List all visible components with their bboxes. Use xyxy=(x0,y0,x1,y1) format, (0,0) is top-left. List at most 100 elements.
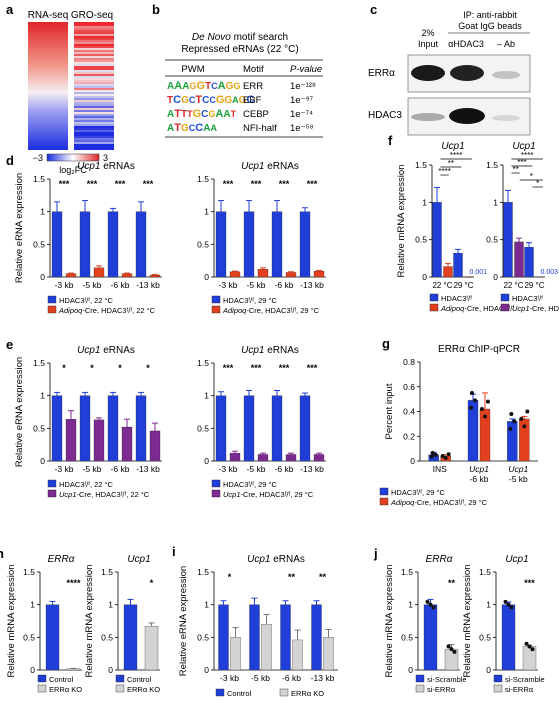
significance-label: *** xyxy=(279,363,290,373)
motif-logo-base: A xyxy=(232,95,239,105)
gro-seq-heatmap-row xyxy=(74,24,114,27)
panel-letter: g xyxy=(382,336,390,351)
x-tick-label: 29 °C xyxy=(524,281,544,290)
gro-seq-heatmap-row xyxy=(74,122,114,125)
bar xyxy=(524,246,534,278)
gro-seq-heatmap-row xyxy=(74,104,114,107)
x-tick-label: -6 kb xyxy=(111,280,130,290)
data-point xyxy=(483,414,487,419)
y-axis-label: Relative mRNA expression xyxy=(462,565,473,678)
x-tick-label: -13 kb xyxy=(136,280,160,290)
gro-seq-heatmap-row xyxy=(74,52,114,55)
panel-letter-c: c xyxy=(370,2,377,17)
lane-input-1: 2% xyxy=(421,28,434,38)
chart-title-italic: Ucp1 xyxy=(77,161,100,172)
y-tick-label: 0 xyxy=(486,665,491,675)
bar xyxy=(271,395,283,462)
legend-swatch xyxy=(279,688,289,697)
legend-label-rest: -Cre, HDAC3ᶠ/ᶠ, 29 °C xyxy=(414,498,487,507)
gro-seq-heatmap-row xyxy=(74,32,114,35)
y-tick-label: 1 xyxy=(30,600,35,610)
legend-label: ERRα KO xyxy=(49,685,82,694)
y-tick-label: 0.5 xyxy=(197,239,209,249)
x-tick-line-2: -5 kb xyxy=(509,474,528,484)
bar xyxy=(149,274,161,278)
legend-label: ERRα KO xyxy=(127,685,160,694)
gro-seq-heatmap-row xyxy=(74,48,114,51)
data-point xyxy=(522,424,527,429)
motif-logo-base: C xyxy=(173,94,181,106)
panel-b: b De Novo motif search Repressed eRNAs (… xyxy=(152,2,323,138)
legend-label: Control xyxy=(127,675,152,684)
gro-seq-heatmap-row xyxy=(74,98,114,101)
gro-seq-heatmap-row xyxy=(74,26,114,29)
gro-seq-heatmap-row xyxy=(74,74,114,77)
y-tick-label: 1 xyxy=(493,197,498,207)
bar xyxy=(243,211,255,278)
x-tick-label: -5 kb xyxy=(247,280,266,290)
gro-seq-heatmap-row xyxy=(74,36,114,39)
x-tick-line-1: Ucp1 xyxy=(469,464,489,474)
gro-seq-heatmap-row xyxy=(74,60,114,63)
motif-logo-base: G xyxy=(216,94,225,106)
y-tick-label: 1.5 xyxy=(101,567,113,577)
legend-swatch xyxy=(115,674,125,683)
x-tick-label: 29 °C xyxy=(453,281,473,290)
gro-seq-heatmap-row xyxy=(74,42,114,45)
data-point xyxy=(431,605,436,610)
bar xyxy=(285,272,297,278)
bar xyxy=(107,395,119,462)
bar xyxy=(464,276,474,278)
x-tick-label: -13 kb xyxy=(300,464,324,474)
y-tick-label: 0.5 xyxy=(415,235,427,245)
motif-logo-base: T xyxy=(174,122,181,134)
legend-label-italic: Adipoq xyxy=(440,304,465,313)
data-point xyxy=(506,602,511,607)
gro-seq-heatmap-row xyxy=(74,30,114,33)
panel-c: c IP: anti-rabbit Goat IgG beads 2% Inpu… xyxy=(368,2,531,136)
chart-title-italic: Ucp1 xyxy=(247,554,270,565)
panel-letter: i xyxy=(172,544,176,559)
legend-label: Ucp1-Cre, HDAC3ᶠ/ᶠ, 29 °C xyxy=(223,490,314,499)
legend-label: Adipoq-Cre, HDAC3ᶠ/ᶠ, 29 °C xyxy=(390,498,488,507)
data-point xyxy=(425,599,430,604)
significance-label: ** xyxy=(288,572,296,582)
data-point xyxy=(440,454,445,459)
legend-swatch xyxy=(47,295,57,304)
gro-seq-heatmap-row xyxy=(74,108,114,111)
gro-seq-heatmap-row xyxy=(74,126,114,129)
chart: i Ucp1 eRNAs 0 0.5 1 1.5 Relative eRNA express… xyxy=(172,544,338,698)
color-scale-bar xyxy=(46,153,100,162)
bar xyxy=(51,211,63,278)
gro-seq-heatmap-row xyxy=(74,118,114,121)
gro-seq-heatmap-row xyxy=(74,142,114,145)
chart-title: ERRα xyxy=(48,554,75,565)
legend-label: HDAC3ᶠ/ᶠ xyxy=(441,294,472,303)
legend-label-rest: -Cre, HDAC3ᶠ/ᶠ, 22 °C xyxy=(82,306,155,315)
value-note: 0.001 xyxy=(470,269,488,276)
blot-label-erra: ERRα xyxy=(368,68,395,79)
motif-logo-base: T xyxy=(174,108,181,120)
header-motif: Motif xyxy=(243,64,264,75)
y-axis-label: Relative mRNA expression xyxy=(6,565,17,678)
data-point xyxy=(527,644,532,649)
bar xyxy=(313,270,325,278)
chart: Ucp1 0 0.5 1 1.5 Relative mRNA expression * Con… xyxy=(84,554,160,694)
gro-seq-heatmap-row xyxy=(74,132,114,135)
legend-label-italic: Ucp1 xyxy=(59,490,77,499)
motif-logo-base: G xyxy=(189,81,196,91)
significance-label: *** xyxy=(59,179,70,189)
y-tick-label: 0.5 xyxy=(33,239,45,249)
gro-seq-heatmap-row xyxy=(74,76,114,79)
chart-title: ERRα xyxy=(426,554,453,565)
x-tick-label: 22 °C xyxy=(432,281,452,290)
data-point xyxy=(470,390,474,395)
motif-logo-base: C xyxy=(202,95,209,106)
gro-seq-heatmap-row xyxy=(74,112,114,115)
chart: g ERRα ChIP-qPCR 0 0.2 0.4 0.6 0.8 Percent inpu… xyxy=(379,336,538,507)
legend-swatch xyxy=(37,674,47,683)
y-tick-label: 0 xyxy=(40,272,45,282)
y-tick-label: 0.8 xyxy=(403,357,415,367)
legend-swatch xyxy=(379,497,389,506)
